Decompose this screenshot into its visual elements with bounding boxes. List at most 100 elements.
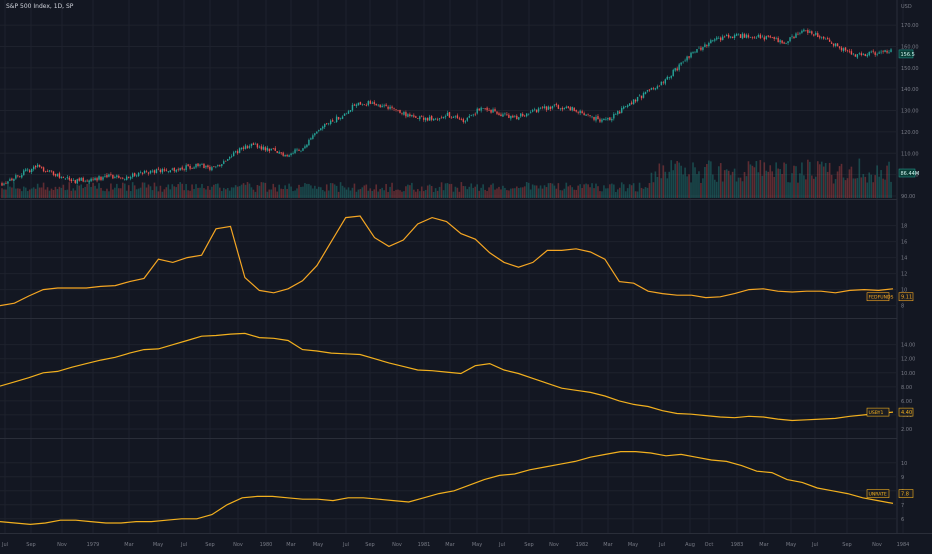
volume-bar: [571, 187, 574, 198]
volume-bar: [442, 190, 445, 198]
candle-body: [678, 64, 680, 70]
volume-bar: [820, 161, 823, 198]
candle-body: [254, 143, 257, 145]
y-tick-label: 9: [901, 475, 904, 481]
volume-bar: [870, 174, 873, 198]
candle-body: [310, 138, 312, 140]
candle-body: [175, 170, 177, 172]
candle-body: [468, 116, 470, 118]
volume-bar: [636, 191, 639, 198]
candle-body: [427, 117, 429, 121]
volume-bar: [704, 167, 706, 198]
candle-body: [581, 111, 583, 114]
candle-body: [86, 180, 88, 182]
volume-bar: [450, 183, 453, 198]
candle-body: [850, 51, 853, 55]
volume-bar: [268, 189, 271, 198]
volume-bar: [133, 185, 136, 198]
volume-bar: [577, 185, 579, 198]
candle-body: [32, 166, 35, 170]
volume-bar: [715, 181, 718, 198]
x-tick-label: 1984: [897, 542, 910, 548]
volume-bar: [191, 184, 193, 198]
volume-bar: [440, 182, 443, 198]
candle-body: [215, 166, 217, 168]
volume-bar: [737, 177, 740, 198]
candle-body: [644, 91, 647, 94]
volume-bar: [773, 176, 775, 198]
candle-body: [126, 176, 128, 180]
volume-bar: [1, 188, 3, 198]
candle-body: [684, 60, 686, 62]
candle-body: [516, 115, 518, 120]
candle-body: [56, 174, 59, 177]
volume-bar: [181, 183, 183, 198]
volume-bar: [785, 163, 787, 198]
volume-bar: [232, 187, 235, 198]
candle-body: [670, 75, 672, 78]
volume-bar: [832, 183, 835, 198]
candle-body: [763, 37, 765, 40]
candle-body: [157, 168, 160, 170]
candle-body: [512, 115, 514, 118]
volume-bar: [878, 176, 880, 198]
candle-body: [868, 51, 870, 56]
candle-body: [589, 115, 591, 116]
candle-body: [567, 106, 569, 108]
volume-bar: [725, 169, 728, 198]
volume-bar: [323, 191, 326, 198]
volume-bar: [397, 189, 399, 198]
volume-bar: [688, 174, 690, 198]
volume-bar: [22, 186, 25, 198]
candle-body: [230, 156, 233, 157]
y-tick-label: 130.00: [901, 109, 919, 115]
candle-body: [650, 88, 653, 90]
candle-body: [638, 95, 641, 97]
candle-body: [181, 167, 183, 170]
candle-body: [169, 170, 171, 173]
candle-body: [31, 168, 33, 173]
volume-bar: [482, 184, 484, 198]
candle-body: [112, 174, 114, 179]
candle-body: [246, 146, 249, 148]
volume-bar: [824, 163, 827, 198]
candle-body: [308, 139, 310, 146]
volume-bar: [143, 182, 146, 198]
volume-bar: [616, 189, 619, 198]
candle-body: [223, 161, 225, 164]
volume-bar: [417, 189, 419, 198]
candle-body: [878, 52, 880, 54]
volume-bar: [139, 187, 142, 198]
candle-body: [737, 33, 740, 35]
candle-body: [559, 108, 562, 110]
candle-body: [579, 110, 581, 114]
candle-body: [846, 50, 849, 52]
candle-body: [227, 159, 229, 161]
candle-body: [173, 167, 175, 171]
candle-body: [690, 52, 692, 58]
volume-bar: [763, 162, 766, 198]
candle-body: [791, 36, 793, 37]
unrate-badge: UNRATE 7.8: [866, 489, 914, 498]
candle-body: [490, 109, 492, 113]
candle-body: [458, 118, 461, 120]
volume-bar: [793, 165, 795, 198]
volume-bar: [349, 190, 352, 198]
candle-body: [551, 106, 554, 109]
candle-body: [714, 39, 716, 41]
volume-bar: [605, 188, 607, 198]
volume-bar: [700, 182, 702, 198]
candle-body: [464, 121, 467, 123]
candle-body: [593, 116, 595, 120]
candle-body: [21, 175, 23, 178]
candle-body: [688, 56, 690, 58]
volume-bar: [579, 184, 581, 198]
volume-bar: [11, 187, 13, 198]
candle-body: [288, 155, 290, 157]
volume-bar: [141, 182, 144, 198]
candle-body: [66, 177, 69, 178]
volume-bar: [389, 186, 391, 198]
candle-body: [98, 176, 100, 180]
candle-body: [484, 108, 486, 109]
